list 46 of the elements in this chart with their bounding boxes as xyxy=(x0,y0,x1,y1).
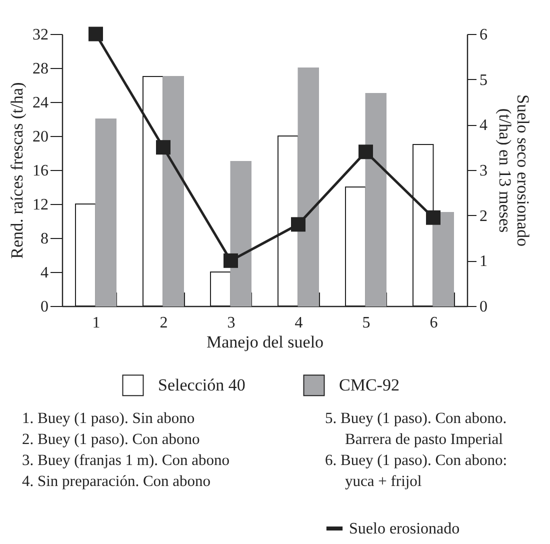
y-tick-label: 8 xyxy=(40,230,48,248)
legend-label: Selección 40 xyxy=(158,375,246,394)
bar xyxy=(298,68,319,306)
x-axis-title: Manejo del suelo xyxy=(206,332,324,352)
y-tick-label: 20 xyxy=(32,128,48,146)
y-tick-label: 24 xyxy=(32,94,48,112)
text: 5. Buey (1 paso). Con abono. Barrera de pasto Imperial xyxy=(325,409,508,450)
y2-tick-label: 1 xyxy=(480,253,488,270)
y-tick-label: 4 xyxy=(40,264,48,282)
bar xyxy=(95,118,116,306)
y2-tick-label: 0 xyxy=(480,298,488,316)
y2-axis-title: Suelo seco erosionado (t/ha) en 13 meses xyxy=(496,94,532,247)
x-tick-label: 6 xyxy=(430,314,438,332)
y-tick-label: 28 xyxy=(32,60,48,78)
y-tick-label: 32 xyxy=(32,26,48,44)
point xyxy=(358,144,373,160)
x-tick-label: 3 xyxy=(227,314,236,332)
bar xyxy=(432,212,454,306)
y-axis-title: Rend. raíces frescas (t/ha) xyxy=(8,82,26,259)
y2-tick-label: 5 xyxy=(480,72,488,89)
text: 4. Sin preparación. Con abono xyxy=(22,472,212,492)
y-tick-label: 12 xyxy=(32,196,48,214)
x-tick-label: 1 xyxy=(92,314,100,332)
point xyxy=(291,217,306,232)
point xyxy=(156,140,170,155)
legend-label: CMC-92 xyxy=(339,375,400,394)
point xyxy=(224,253,238,268)
y2-tick-label: 6 xyxy=(480,26,488,44)
text: 1. Buey (1 paso). Sin abono xyxy=(22,409,196,429)
point xyxy=(426,210,440,225)
y2-tick-label: 2 xyxy=(480,208,488,225)
x-tick-label: 2 xyxy=(160,314,168,332)
point xyxy=(88,26,103,42)
text: 3. Buey (franjas 1 m). Con abono xyxy=(22,451,230,471)
bar xyxy=(230,161,252,306)
bar xyxy=(365,93,386,306)
y-tick-label: 16 xyxy=(32,162,48,180)
text: 2. Buey (1 paso). Con abono xyxy=(22,430,201,450)
y2-tick-label: 3 xyxy=(480,162,488,180)
text: 6. Buey (1 paso). Con abono: yuca + frijol xyxy=(325,451,508,492)
x-tick-label: 5 xyxy=(362,314,370,332)
x-tick-label: 4 xyxy=(294,314,303,332)
y2-tick-label: 4 xyxy=(480,117,488,134)
y-tick-label: 0 xyxy=(40,298,48,316)
bar xyxy=(162,76,184,306)
legend-label: Suelo erosionado xyxy=(349,520,460,538)
